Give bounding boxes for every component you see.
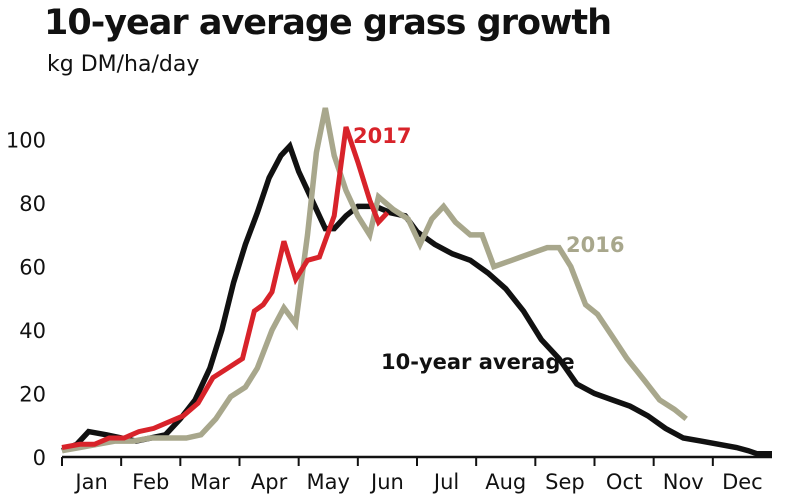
label-layer: 2017 2016 10-year average <box>353 124 624 374</box>
y-tick-label: 60 <box>19 256 46 280</box>
x-tick-label: Jan <box>73 470 107 494</box>
series-line-10-year-average <box>60 140 772 457</box>
y-tick-label: 100 <box>6 129 46 153</box>
y-tick-label: 40 <box>19 319 46 343</box>
x-tick-label: Jun <box>369 470 404 494</box>
series-layer <box>60 107 772 457</box>
series-label: 2016 <box>566 233 624 257</box>
axes: 0 20 40 60 80 100 Jan Feb Mar Apr May Jun Jul Aug Sep O… <box>6 129 772 494</box>
x-tick-label: Sep <box>545 470 585 494</box>
chart-subtitle: kg DM/ha/day <box>47 52 200 77</box>
y-tick-label: 0 <box>33 446 46 470</box>
y-tick-label: 20 <box>19 383 46 407</box>
x-tick-label: Dec <box>722 470 763 494</box>
x-tick-label: Jul <box>432 470 459 494</box>
x-tick-label: May <box>307 470 350 494</box>
x-tick-label: Nov <box>663 470 704 494</box>
chart-title: 10-year average grass growth <box>44 3 612 43</box>
x-tick-label: Aug <box>485 470 526 494</box>
x-tick-label: Feb <box>132 470 169 494</box>
y-tick-label: 80 <box>19 192 46 216</box>
series-line-2016 <box>61 107 688 454</box>
series-label: 2017 <box>353 124 411 148</box>
series-label: 10-year average <box>381 350 575 374</box>
series-line-2017 <box>61 126 390 450</box>
x-tick-label: Apr <box>251 470 288 494</box>
x-tick-label: Oct <box>606 470 642 494</box>
x-tick-label: Mar <box>190 470 230 494</box>
